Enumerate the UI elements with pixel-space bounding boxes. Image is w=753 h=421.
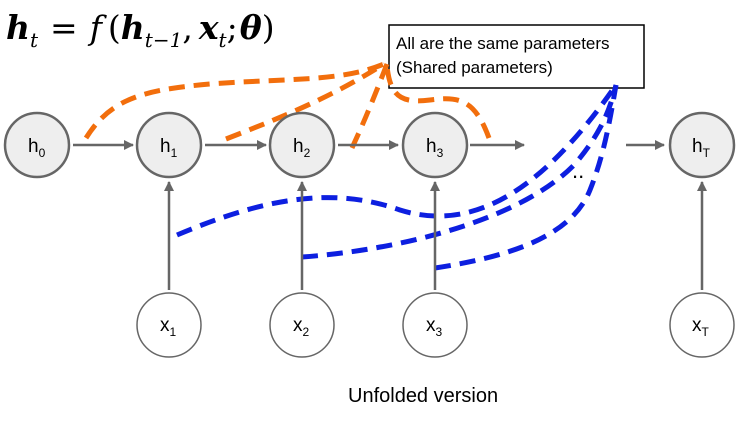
eq-arg2: x — [198, 8, 219, 47]
orange-link-h1-h2 — [225, 61, 386, 142]
orange-dashed-links — [83, 61, 492, 150]
svg-text:ht=f(ht−1,xt;θ): ht = f (ht−1, xt;θ) — [6, 8, 275, 52]
eq-arg1: h — [121, 8, 145, 47]
blue-dashed-links — [176, 83, 619, 271]
blue-link-x1 — [176, 83, 619, 238]
svg-text:x3: x3 — [426, 315, 443, 339]
orange-link-h2-h3 — [349, 63, 390, 150]
eq-arg3: θ — [240, 8, 262, 47]
svg-text:x2: x2 — [293, 315, 310, 339]
node-sub: 1 — [170, 325, 177, 339]
svg-text:h0: h0 — [28, 136, 46, 160]
eq-semicolon: ; — [227, 8, 238, 47]
eq-arg2-sub: t — [219, 28, 228, 52]
node-sub: 3 — [437, 146, 444, 160]
blue-link-x3 — [434, 84, 619, 271]
svg-text:x1: x1 — [160, 315, 177, 339]
node-label: h — [426, 136, 437, 157]
orange-link-h0-h1 — [83, 61, 385, 140]
node-sub: T — [703, 146, 711, 160]
hidden-node: h1 — [135, 111, 203, 179]
callout-box — [388, 24, 645, 89]
ellipsis: .. — [572, 158, 584, 183]
node-sub: 2 — [303, 325, 310, 339]
recurrence-equation: ht = f (ht−1, xt;θ) — [6, 8, 275, 52]
node-label: h — [160, 136, 171, 157]
blue-link-x2 — [301, 84, 619, 260]
caption: Unfolded version — [348, 385, 498, 407]
input-node: x3 — [402, 292, 468, 358]
eq-equals: = — [50, 8, 78, 47]
input-node: xT — [669, 292, 735, 358]
eq-close-paren: ) — [262, 8, 275, 47]
node-label: h — [28, 136, 39, 157]
eq-open-paren: ( — [108, 8, 121, 47]
node-sub: T — [702, 325, 710, 339]
node-label: x — [692, 315, 702, 336]
eq-func: f — [87, 8, 108, 47]
hidden-node: h0 — [3, 111, 71, 179]
eq-lhs: h — [6, 8, 30, 47]
node-sub: 3 — [436, 325, 443, 339]
input-node: x2 — [269, 292, 335, 358]
input-node: x1 — [136, 292, 202, 358]
node-label: x — [293, 315, 303, 336]
orange-link-h3-next — [384, 65, 492, 139]
input-nodes: x1 x2 x3 xT — [136, 292, 735, 358]
node-label: h — [692, 136, 703, 157]
svg-text:h3: h3 — [426, 136, 444, 160]
node-label: x — [160, 315, 170, 336]
input-arrows — [164, 181, 707, 290]
svg-text:hT: hT — [692, 136, 711, 160]
hidden-node: hT — [668, 111, 736, 179]
hidden-nodes: h0 h1 h2 h3 hT — [3, 111, 736, 179]
node-label: h — [293, 136, 304, 157]
callout-line-2: (Shared parameters) — [396, 58, 553, 77]
eq-comma: , — [182, 8, 193, 47]
hidden-node: h3 — [401, 111, 469, 179]
node-label: x — [426, 315, 436, 336]
callout-line-1: All are the same parameters — [396, 34, 610, 53]
node-sub: 1 — [171, 146, 178, 160]
hidden-node: h2 — [268, 111, 336, 179]
svg-text:h2: h2 — [293, 136, 311, 160]
svg-text:xT: xT — [692, 315, 710, 339]
node-sub: 0 — [39, 146, 46, 160]
svg-text:h1: h1 — [160, 136, 178, 160]
node-sub: 2 — [304, 146, 311, 160]
shared-parameters-callout: All are the same parameters (Shared para… — [388, 24, 645, 89]
eq-lhs-sub: t — [30, 28, 39, 52]
eq-arg1-sub: t−1 — [145, 28, 183, 52]
